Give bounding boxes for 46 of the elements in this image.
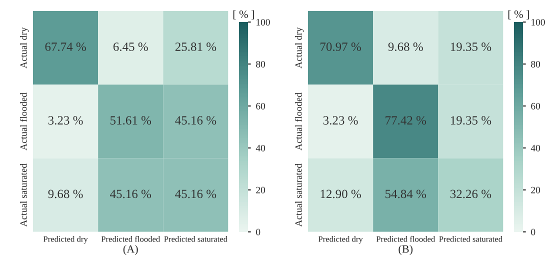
data-label: 19.35 % <box>450 42 492 52</box>
y-tick-label: Actual saturated <box>295 163 302 227</box>
data-label: 67.74 % <box>45 42 86 52</box>
color-bar-label: 40 <box>256 144 266 152</box>
color-bar-label: 0 <box>531 228 536 236</box>
data-label: 3.23 % <box>323 116 358 125</box>
color-bar-label: 80 <box>531 60 540 68</box>
y-tick-label: Actual flooded <box>20 92 27 150</box>
color-bar-label: 60 <box>256 102 266 110</box>
x-tick-label: Predicted flooded <box>376 236 436 242</box>
color-bar-label: 40 <box>530 144 540 152</box>
color-bar-label: 100 <box>256 18 270 26</box>
y-tick-label: Actual flooded <box>294 92 302 150</box>
color-bar-label: 20 <box>256 186 266 194</box>
data-label: 45.16 % <box>110 190 152 198</box>
x-tick-label: Predicted saturated <box>439 236 502 242</box>
x-tick-label: Predicted flooded <box>101 236 160 242</box>
color-bar-label: 100 <box>532 18 545 26</box>
x-tick-label: Predicted saturated <box>164 236 228 242</box>
color-bar-label: 80 <box>256 60 266 68</box>
data-label: 77.42 % <box>386 116 426 125</box>
data-label: 51.61 % <box>110 116 152 125</box>
data-label: 9.68 % <box>388 42 423 52</box>
data-label: 45.16 % <box>175 190 216 198</box>
color-bar-label: 20 <box>531 186 540 194</box>
data-label: 25.81 % <box>175 42 216 52</box>
color-bar-title: [ % ] <box>233 10 254 20</box>
data-label: 12.90 % <box>320 190 361 198</box>
color-bar-label: 60 <box>531 102 540 110</box>
x-tick-label: Predicted dry <box>43 236 88 244</box>
x-tick-label: Predicted dry <box>318 236 363 244</box>
data-label: 54.84 % <box>386 190 426 198</box>
data-label: 9.68 % <box>48 190 83 198</box>
color-bar-title: [ % ] <box>508 10 529 20</box>
data-label: 32.26 % <box>450 190 492 198</box>
y-tick-label: Actual dry <box>294 27 304 68</box>
data-label: 70.97 % <box>320 42 361 52</box>
data-label: 19.35 % <box>450 116 492 125</box>
y-tick-label: Actual dry <box>20 27 29 68</box>
x-axis-title: (A) <box>123 244 138 256</box>
x-axis-title: (B) <box>398 244 413 256</box>
data-label: 6.45 % <box>113 42 148 52</box>
data-label: 3.23 % <box>48 116 83 125</box>
data-label: 45.16 % <box>175 116 216 125</box>
color-bar-label: 0 <box>256 228 260 236</box>
y-tick-label: Actual saturated <box>20 163 27 227</box>
